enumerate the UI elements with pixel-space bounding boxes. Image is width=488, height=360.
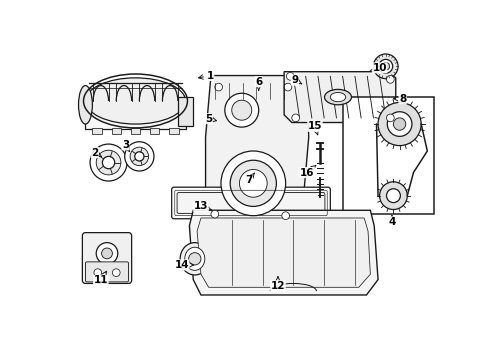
Text: 12: 12 xyxy=(270,277,285,291)
Circle shape xyxy=(231,100,251,120)
Polygon shape xyxy=(205,76,308,233)
Text: 1: 1 xyxy=(198,71,213,81)
Circle shape xyxy=(188,253,201,265)
Circle shape xyxy=(224,93,258,127)
Text: 9: 9 xyxy=(291,75,301,85)
Circle shape xyxy=(214,83,222,91)
Circle shape xyxy=(386,76,393,83)
Ellipse shape xyxy=(79,86,92,124)
Ellipse shape xyxy=(180,243,209,275)
Ellipse shape xyxy=(329,93,345,102)
Circle shape xyxy=(284,83,291,91)
Circle shape xyxy=(210,210,218,218)
Text: 5: 5 xyxy=(204,114,216,123)
Circle shape xyxy=(112,269,120,276)
Bar xyxy=(111,128,121,134)
Polygon shape xyxy=(197,218,369,287)
Circle shape xyxy=(230,160,276,206)
Circle shape xyxy=(378,59,392,73)
Circle shape xyxy=(102,156,115,169)
Circle shape xyxy=(94,269,102,276)
Text: 2: 2 xyxy=(91,148,102,158)
Text: 8: 8 xyxy=(393,94,406,104)
Text: 15: 15 xyxy=(307,121,322,135)
Circle shape xyxy=(102,248,112,259)
Circle shape xyxy=(377,103,420,145)
Circle shape xyxy=(281,212,289,220)
Circle shape xyxy=(96,150,121,175)
Text: 3: 3 xyxy=(122,140,129,152)
Circle shape xyxy=(386,114,393,122)
Circle shape xyxy=(291,114,299,122)
Text: 16: 16 xyxy=(299,165,315,177)
Text: 14: 14 xyxy=(174,260,193,270)
Circle shape xyxy=(135,152,143,161)
Bar xyxy=(343,97,433,214)
Text: 10: 10 xyxy=(368,63,386,73)
Polygon shape xyxy=(189,210,377,295)
Circle shape xyxy=(386,189,400,203)
Bar xyxy=(92,128,102,134)
Circle shape xyxy=(90,144,127,181)
Circle shape xyxy=(393,118,405,130)
Bar xyxy=(178,97,193,126)
Circle shape xyxy=(379,182,407,210)
Circle shape xyxy=(221,151,285,216)
Circle shape xyxy=(130,147,148,166)
Circle shape xyxy=(381,62,389,70)
Ellipse shape xyxy=(85,78,185,124)
Polygon shape xyxy=(85,101,185,130)
Ellipse shape xyxy=(184,247,204,270)
FancyBboxPatch shape xyxy=(171,187,329,219)
Circle shape xyxy=(386,112,411,136)
Circle shape xyxy=(239,170,266,197)
Ellipse shape xyxy=(324,89,351,105)
Text: 13: 13 xyxy=(193,202,211,211)
Bar xyxy=(169,128,178,134)
Circle shape xyxy=(96,243,118,264)
Text: 6: 6 xyxy=(255,77,262,90)
Circle shape xyxy=(286,72,293,80)
Text: 4: 4 xyxy=(387,215,395,227)
Bar xyxy=(150,128,159,134)
Circle shape xyxy=(373,54,397,78)
Circle shape xyxy=(124,142,154,171)
Text: 7: 7 xyxy=(244,173,254,185)
Bar xyxy=(131,128,140,134)
Text: 11: 11 xyxy=(93,271,108,285)
FancyBboxPatch shape xyxy=(177,193,324,213)
Polygon shape xyxy=(284,72,395,122)
FancyBboxPatch shape xyxy=(85,262,128,282)
FancyBboxPatch shape xyxy=(82,233,131,283)
